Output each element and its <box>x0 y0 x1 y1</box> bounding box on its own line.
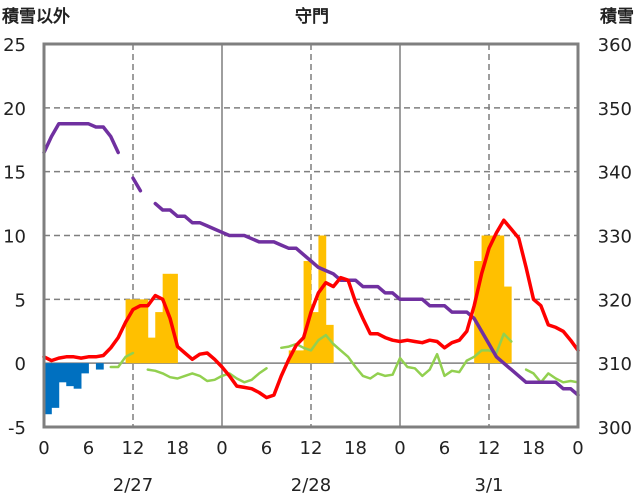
chart-title: 守門 <box>295 6 329 27</box>
precip-bar <box>95 363 104 370</box>
date-label: 3/1 <box>475 475 504 496</box>
right-axis-title: 積雪 <box>600 6 634 27</box>
snowfall-bar <box>162 273 171 364</box>
temp-green-line <box>109 351 135 369</box>
snowfall-bar <box>474 261 482 364</box>
snowfall-bar <box>503 286 512 364</box>
x-tick-label: 18 <box>166 438 189 459</box>
x-tick-label: 0 <box>572 438 583 459</box>
snowfall-bar <box>318 235 327 364</box>
x-tick-label: 6 <box>439 438 450 459</box>
snowfall-bar <box>147 337 156 364</box>
x-tick-label: 0 <box>216 438 227 459</box>
date-label: 2/27 <box>113 475 153 496</box>
right-tick-label: 300 <box>598 418 632 439</box>
snowfall-bar <box>489 235 497 364</box>
precip-bar <box>73 363 82 389</box>
x-tick-label: 18 <box>522 438 545 459</box>
temp-green-line <box>280 332 513 380</box>
snowfall-bar <box>170 273 178 364</box>
x-tick-label: 0 <box>38 438 49 459</box>
snowfall-bar <box>311 312 319 364</box>
precip-bar <box>58 363 67 383</box>
left-tick-label: -5 <box>8 418 26 439</box>
plot-frame <box>42 42 580 429</box>
right-tick-label: 340 <box>598 163 632 184</box>
temp-green-line <box>524 368 580 384</box>
x-tick-label: 12 <box>478 438 501 459</box>
snowfall-bar <box>481 235 490 364</box>
left-tick-label: 10 <box>3 227 26 248</box>
left-tick-label: 15 <box>3 163 26 184</box>
x-tick-label: 12 <box>122 438 145 459</box>
temp-red-line <box>42 218 580 400</box>
left-axis-title: 積雪以外 <box>2 6 70 27</box>
right-tick-label: 320 <box>598 290 632 311</box>
precip-bar <box>66 363 75 387</box>
line-series <box>42 122 580 400</box>
left-tick-label: 0 <box>15 354 26 375</box>
snowfall-bar <box>303 261 312 364</box>
snow-depth-line <box>42 122 120 155</box>
snowfall-bar <box>125 299 134 364</box>
snowfall-bar <box>288 350 297 364</box>
tick-labels: 25 20 15 10 5 0 -5 360 350 340 330 320 310 300 0 6 12 18 0… <box>3 35 632 496</box>
right-tick-label: 330 <box>598 227 632 248</box>
snowfall-bar <box>155 312 164 364</box>
snow-depth-line <box>153 201 580 397</box>
left-tick-label: 20 <box>3 99 26 120</box>
bar-series <box>44 235 512 415</box>
snowfall-bar <box>133 299 141 364</box>
snow-depth-line <box>131 176 143 193</box>
precip-bar <box>44 363 52 415</box>
right-tick-label: 310 <box>598 354 632 375</box>
x-tick-label: 6 <box>261 438 272 459</box>
precip-bar <box>51 363 60 408</box>
precip-bar <box>81 363 89 374</box>
snowfall-bar <box>325 324 334 364</box>
x-tick-label: 18 <box>344 438 367 459</box>
snowfall-bar <box>140 299 149 364</box>
left-tick-label: 5 <box>15 290 26 311</box>
temp-green-line <box>146 367 268 384</box>
right-tick-label: 350 <box>598 99 632 120</box>
x-tick-label: 12 <box>300 438 323 459</box>
snowfall-bar <box>296 350 304 364</box>
right-tick-label: 360 <box>598 35 632 56</box>
left-tick-label: 25 <box>3 35 26 56</box>
x-tick-label: 0 <box>394 438 405 459</box>
x-tick-label: 6 <box>83 438 94 459</box>
date-label: 2/28 <box>291 475 331 496</box>
snowfall-bar <box>496 235 505 364</box>
